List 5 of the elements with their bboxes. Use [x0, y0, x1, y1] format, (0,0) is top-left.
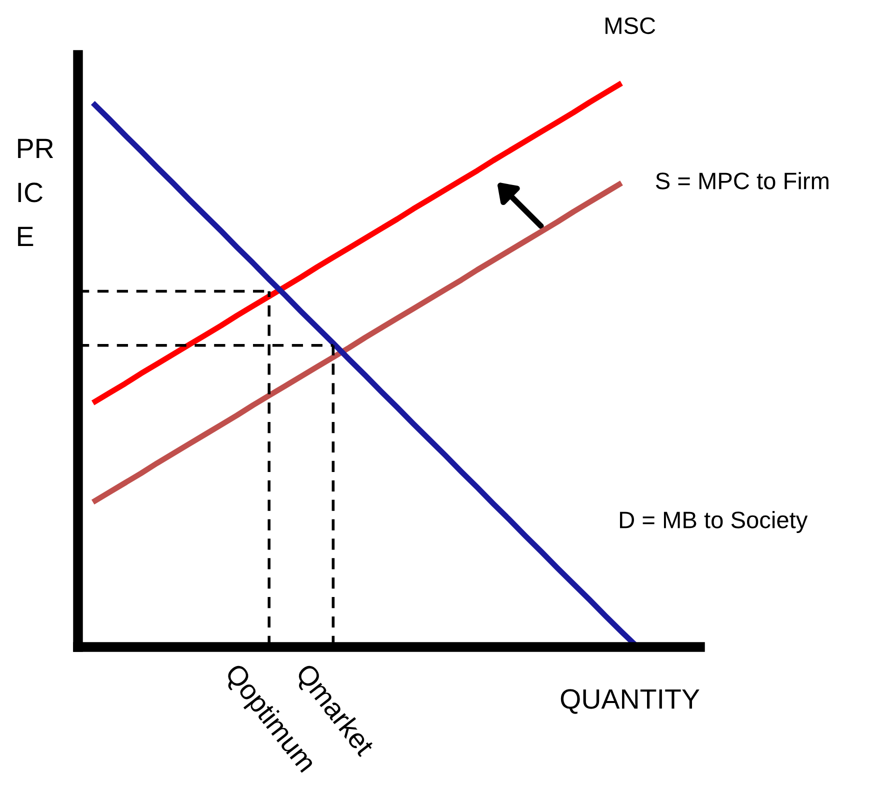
series-label: S = MPC to Firm — [656, 172, 828, 190]
text: MSC — [606, 17, 656, 34]
x-axis-title: QUANTITY — [560, 689, 700, 714]
text: D = MB to Society — [620, 510, 808, 534]
y-axis-title: PR IC E — [18, 138, 54, 246]
